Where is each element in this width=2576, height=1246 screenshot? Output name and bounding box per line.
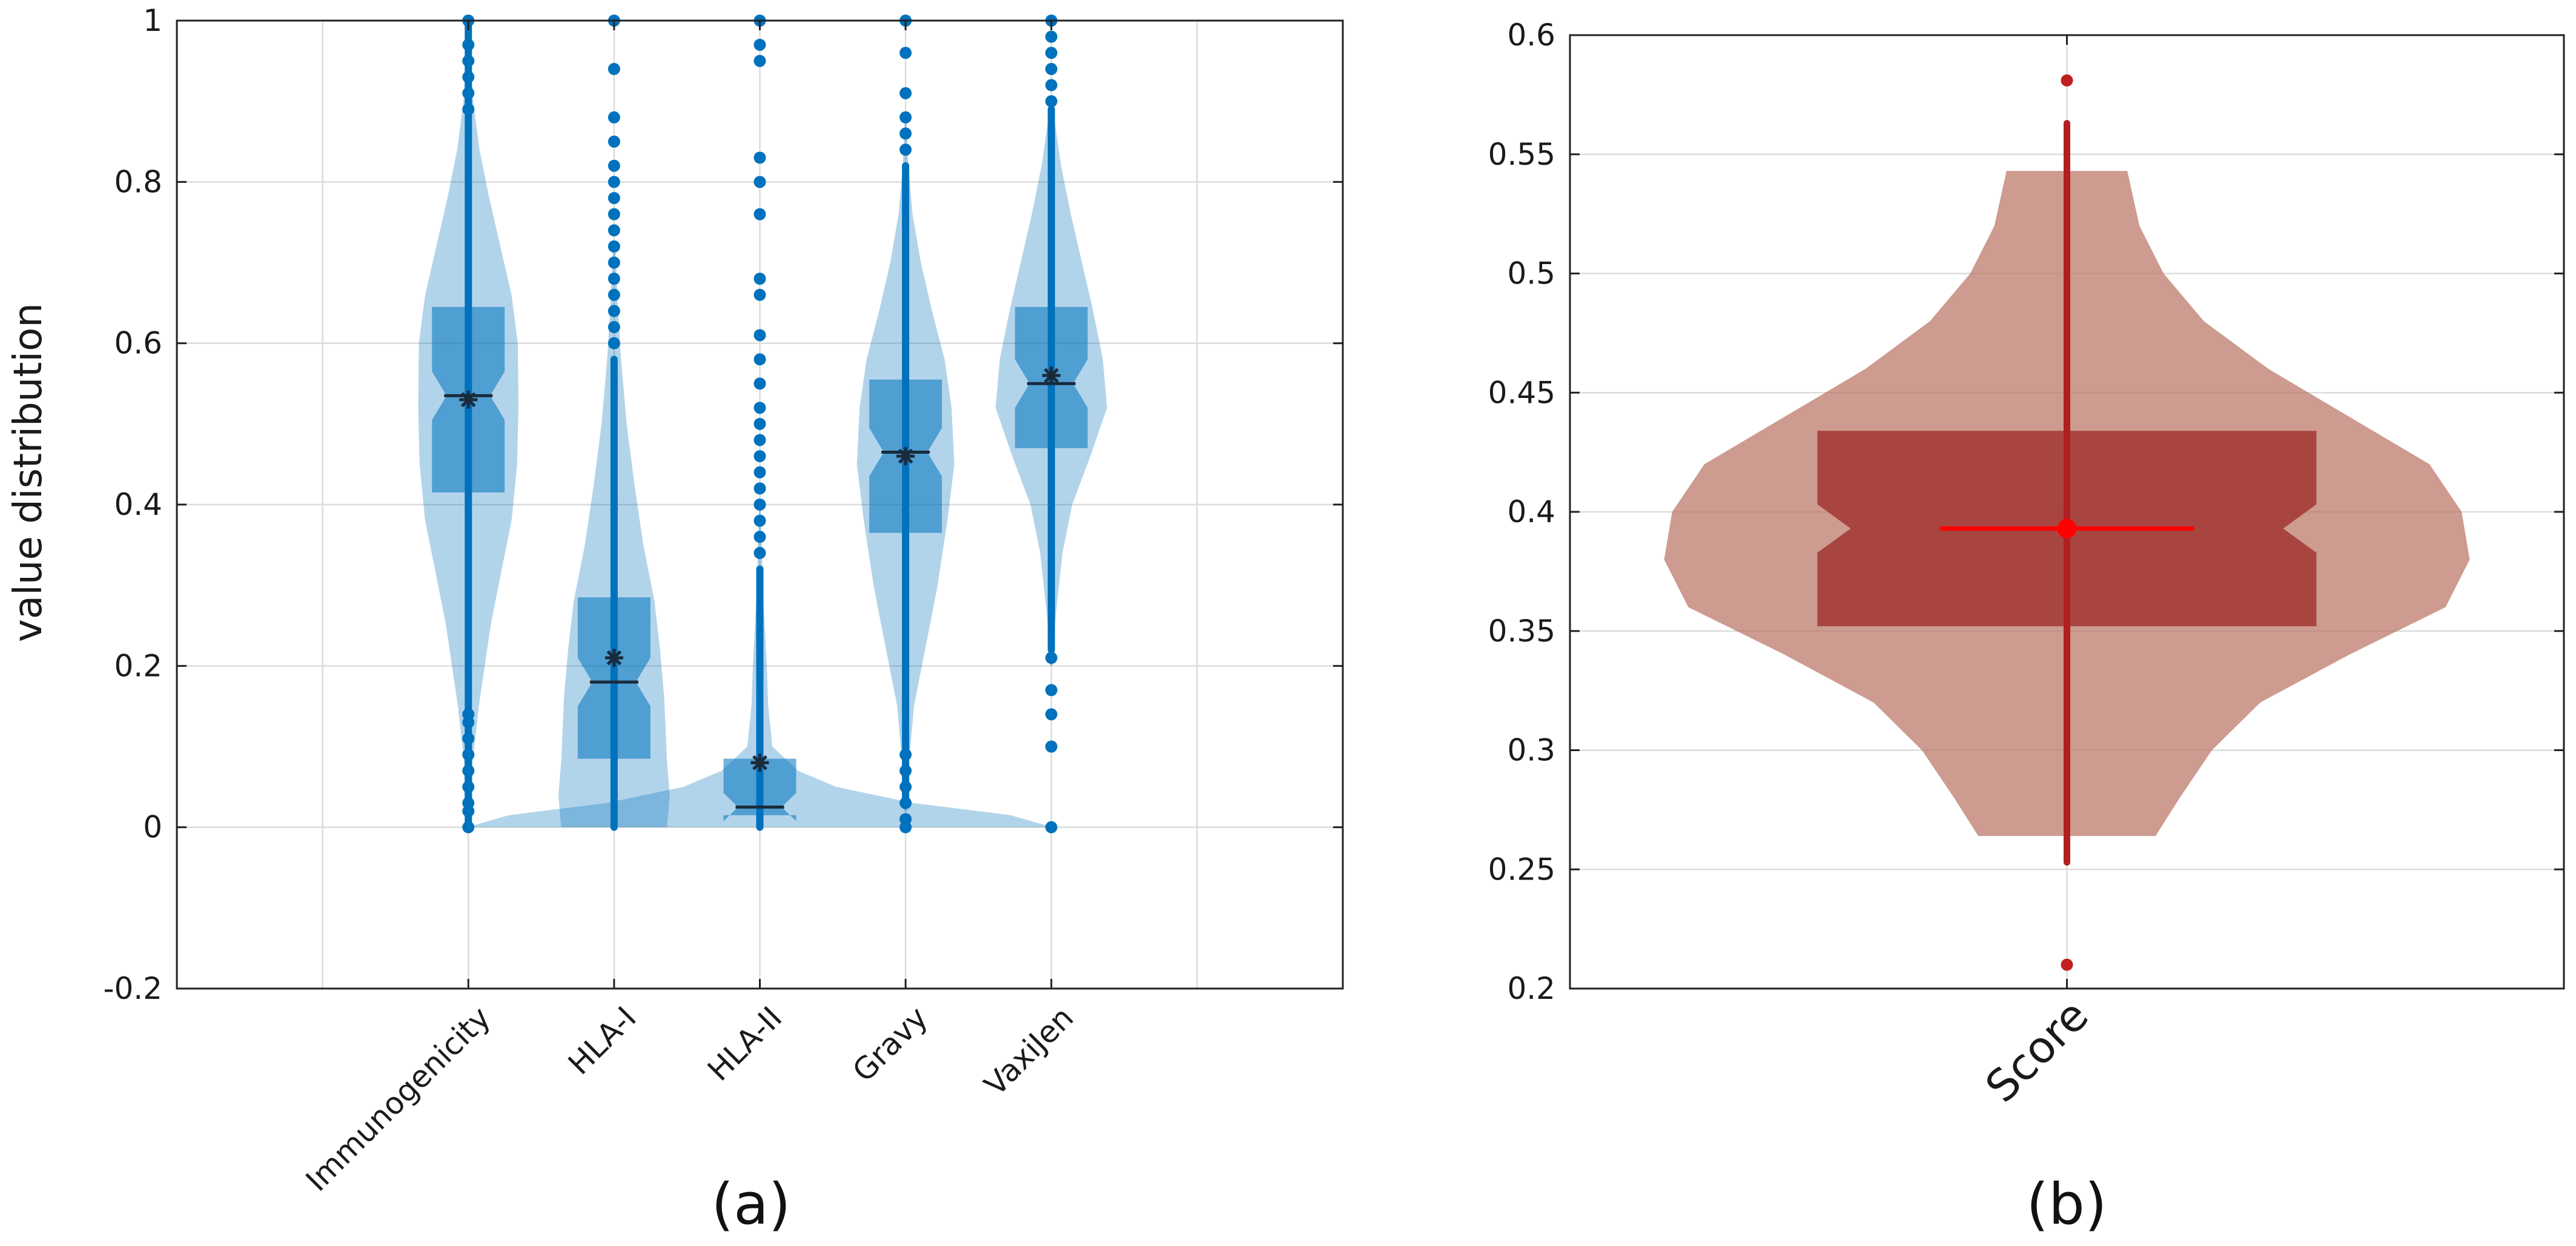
outlier-point [753,151,766,164]
outlier-point [462,38,475,51]
outlier-point [753,288,766,301]
outlier-point [1045,30,1058,43]
mean-marker-VaxiJen [1044,368,1059,383]
outlier-point [462,748,475,761]
outlier-point [1045,47,1058,59]
chart-a-panel-label: (a) [712,1171,791,1238]
outlier-point [608,62,620,75]
outlier-point [899,813,912,826]
outlier-point [753,208,766,220]
chart-b: 0.20.250.30.350.40.450.50.550.6 Score (b… [1488,18,2565,1238]
chart-a: -0.200.20.40.60.81 Immunogenicity HLA-I HL… [6,3,1344,1238]
y-tick-label: 0.2 [1507,971,1555,1006]
outlier-point [899,144,912,156]
y-tick-label: 1 [143,3,162,38]
outlier-point [753,450,766,463]
outlier-point [2061,74,2073,87]
outlier-point [1045,708,1058,721]
outlier-point [608,176,620,188]
y-tick-label: 0.3 [1507,733,1555,768]
chart-b-panel-label: (b) [2026,1171,2107,1238]
y-tick-label: 0.5 [1507,256,1555,291]
outlier-point [462,708,475,721]
outlier-point [753,482,766,495]
y-tick-label: 0 [143,810,162,845]
y-tick-label: 0.6 [114,326,162,361]
outlier-point [899,764,912,777]
outlier-point [1045,62,1058,75]
outlier-point [1045,684,1058,697]
outlier-point [462,103,475,116]
outlier-point [608,191,620,204]
outlier-point [462,732,475,745]
outlier-point [608,240,620,253]
outlier-point [899,127,912,140]
outlier-point [462,764,475,777]
outlier-point [608,305,620,317]
outlier-point [753,329,766,342]
outlier-point [608,224,620,237]
outlier-point [608,159,620,172]
outlier-point [753,499,766,511]
y-tick-label: 0.2 [114,648,162,683]
outlier-point [753,273,766,285]
outlier-point [462,55,475,67]
outlier-point [899,781,912,794]
outlier-point [608,256,620,269]
y-tick-label: 0.25 [1488,852,1555,887]
outlier-point [753,531,766,543]
outlier-point [1045,821,1058,833]
y-tick-label: 0.8 [114,164,162,199]
outlier-point [1045,652,1058,664]
outlier-point [899,748,912,761]
y-tick-label: 0.4 [114,487,162,522]
outlier-point [608,288,620,301]
outlier-point [753,377,766,390]
outlier-point [462,87,475,99]
y-tick-label: 0.45 [1488,375,1555,410]
outlier-point [462,71,475,84]
y-tick-label: 0.4 [1507,494,1555,529]
outlier-point [753,38,766,51]
outlier-point [2061,958,2073,971]
outlier-point [899,797,912,809]
outlier-point [753,514,766,527]
mean-marker-Score [2057,519,2077,538]
y-tick-label: -0.2 [103,971,162,1006]
outlier-point [753,176,766,188]
outlier-point [753,402,766,414]
chart-a-ylabel: value distribution [6,303,51,642]
mean-marker-HLA-I [606,650,622,666]
mean-marker-Gravy [898,448,913,464]
mean-marker-HLA-II [752,755,767,770]
y-tick-label: 0.55 [1488,137,1555,172]
y-tick-label: 0.6 [1507,18,1555,53]
outlier-point [1045,79,1058,91]
outlier-point [899,87,912,99]
outlier-point [753,546,766,559]
outlier-point [899,111,912,124]
outlier-point [753,55,766,67]
mean-marker-Immunogenicity [460,392,476,408]
outlier-point [1045,740,1058,753]
outlier-point [753,353,766,366]
outlier-point [608,208,620,220]
outlier-point [608,135,620,148]
outlier-point [462,821,475,833]
outlier-point [753,434,766,446]
outlier-point [608,337,620,350]
outlier-point [753,466,766,479]
outlier-point [899,47,912,59]
outlier-point [462,797,475,809]
outlier-point [608,111,620,124]
y-tick-label: 0.35 [1488,614,1555,649]
outlier-point [753,417,766,430]
outlier-point [608,321,620,334]
outlier-point [462,781,475,794]
outlier-point [608,273,620,285]
outlier-point [1045,95,1058,108]
